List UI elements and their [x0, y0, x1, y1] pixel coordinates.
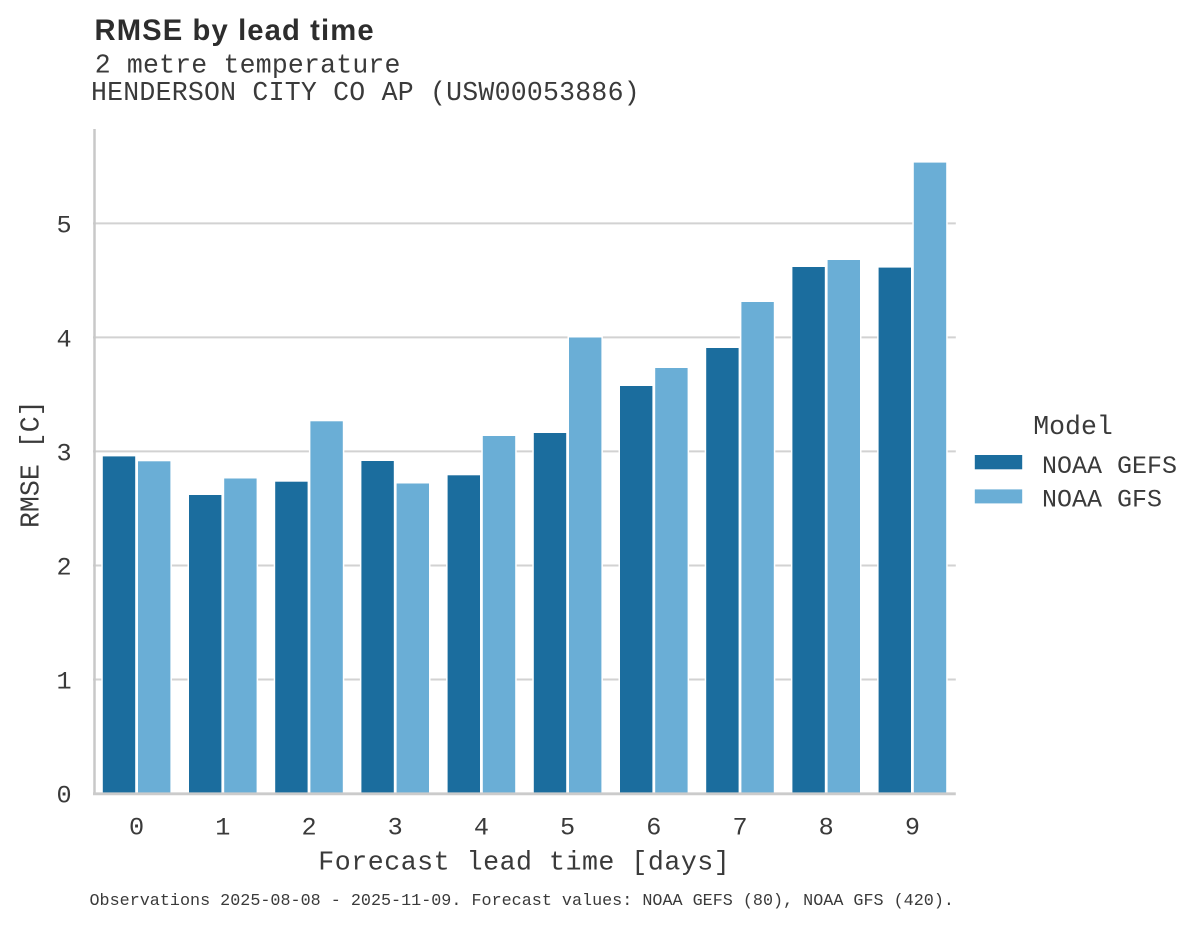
- svg-text:0: 0: [129, 814, 144, 843]
- svg-text:5: 5: [560, 814, 575, 843]
- svg-text:3: 3: [56, 439, 71, 468]
- svg-text:8: 8: [819, 814, 834, 843]
- svg-text:NOAA GFS: NOAA GFS: [1042, 485, 1162, 514]
- svg-text:6: 6: [646, 814, 661, 843]
- svg-text:Observations 2025-08-08 - 2025: Observations 2025-08-08 - 2025-11-09. Fo…: [90, 892, 954, 911]
- svg-text:1: 1: [56, 668, 71, 697]
- svg-text:0: 0: [56, 782, 71, 811]
- svg-text:1: 1: [215, 814, 230, 843]
- svg-text:2: 2: [56, 554, 71, 583]
- svg-text:9: 9: [905, 814, 920, 843]
- svg-text:Model: Model: [1033, 412, 1113, 442]
- svg-text:4: 4: [474, 814, 489, 843]
- svg-text:2: 2: [301, 814, 316, 843]
- svg-text:7: 7: [732, 814, 747, 843]
- svg-text:NOAA GEFS: NOAA GEFS: [1042, 452, 1177, 481]
- svg-text:RMSE by lead time: RMSE by lead time: [95, 15, 375, 47]
- svg-text:RMSE [C]: RMSE [C]: [17, 400, 47, 528]
- svg-text:2 metre temperature: 2 metre temperature: [95, 51, 401, 81]
- svg-text:5: 5: [56, 211, 71, 240]
- svg-text:4: 4: [56, 325, 71, 354]
- svg-text:3: 3: [388, 814, 403, 843]
- svg-text:Forecast lead time [days]: Forecast lead time [days]: [318, 848, 730, 878]
- svg-text:HENDERSON CITY CO AP (USW00053: HENDERSON CITY CO AP (USW00053886): [91, 78, 640, 108]
